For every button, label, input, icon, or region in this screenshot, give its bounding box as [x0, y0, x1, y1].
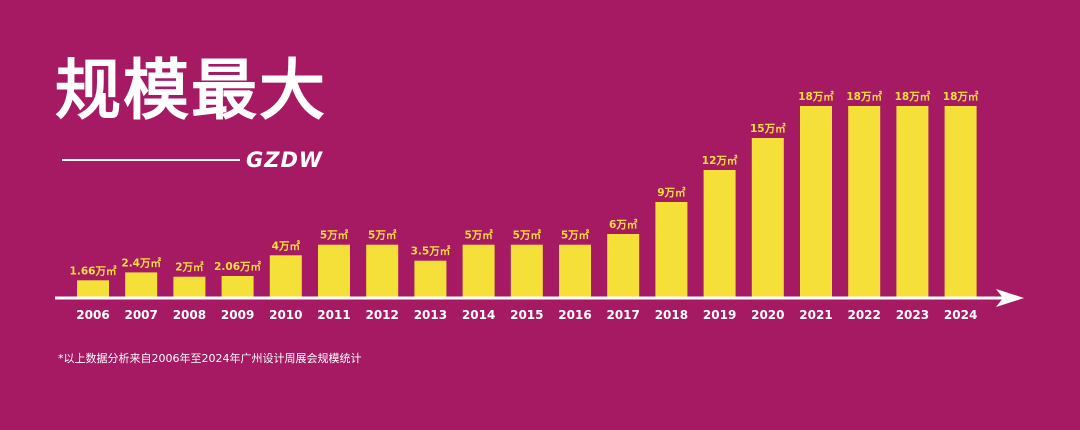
bar [462, 244, 495, 298]
page-title: 规模最大 [55, 52, 327, 129]
x-tick-label: 2008 [173, 308, 206, 322]
bar [751, 138, 784, 298]
bar [848, 106, 881, 298]
x-tick-label: 2023 [896, 308, 929, 322]
footnote: *以上数据分析来自2006年至2024年广州设计周展会规模统计 [58, 352, 362, 365]
bar [944, 106, 977, 298]
data-label: 5万㎡ [513, 229, 542, 242]
data-label: 18万㎡ [943, 90, 979, 103]
data-label: 5万㎡ [464, 229, 493, 242]
bar [607, 234, 640, 298]
x-tick-label: 2019 [703, 308, 736, 322]
bar [896, 106, 929, 298]
data-label: 4万㎡ [272, 239, 301, 252]
x-tick-label: 2022 [847, 308, 880, 322]
x-tick-label: 2012 [365, 308, 398, 322]
x-tick-label: 2020 [751, 308, 784, 322]
axis-arrow-icon [996, 289, 1024, 307]
data-label: 3.5万㎡ [411, 245, 451, 258]
data-label: 18万㎡ [895, 90, 931, 103]
data-label: 18万㎡ [846, 90, 882, 103]
data-label: 5万㎡ [320, 229, 349, 242]
data-label: 2万㎡ [175, 261, 204, 274]
bar [269, 255, 302, 298]
x-tick-label: 2015 [510, 308, 543, 322]
brand-label: GZDW [246, 148, 324, 172]
bar [125, 272, 158, 298]
x-tick-label: 2021 [799, 308, 832, 322]
data-label: 18万㎡ [798, 90, 834, 103]
bar [173, 276, 206, 298]
x-tick-label: 2013 [414, 308, 447, 322]
data-label: 12万㎡ [702, 154, 738, 167]
bar [77, 280, 109, 298]
data-label: 6万㎡ [609, 218, 638, 231]
x-tick-label: 2017 [606, 308, 639, 322]
x-tick-label: 2007 [124, 308, 157, 322]
bar [703, 170, 736, 298]
title-divider [62, 159, 240, 161]
data-label: 2.06万㎡ [214, 260, 261, 273]
bar [366, 244, 399, 298]
bar [221, 276, 254, 298]
bar [655, 202, 688, 298]
bar [559, 244, 591, 298]
data-label: 5万㎡ [561, 229, 590, 242]
data-label: 1.66万㎡ [70, 264, 117, 277]
x-tick-label: 2009 [221, 308, 254, 322]
data-label: 15万㎡ [750, 122, 786, 135]
x-tick-label: 2010 [269, 308, 302, 322]
data-label: 9万㎡ [657, 186, 686, 199]
x-tick-label: 2014 [462, 308, 495, 322]
bar [800, 106, 832, 298]
bar [510, 244, 543, 298]
x-tick-label: 2024 [944, 308, 977, 322]
x-tick-label: 2018 [655, 308, 688, 322]
x-tick-label: 2016 [558, 308, 591, 322]
bar [318, 244, 350, 298]
data-label: 2.4万㎡ [121, 256, 161, 269]
data-label: 5万㎡ [368, 229, 397, 242]
x-tick-label: 2006 [76, 308, 109, 322]
x-tick-label: 2011 [317, 308, 350, 322]
bar [414, 260, 447, 298]
